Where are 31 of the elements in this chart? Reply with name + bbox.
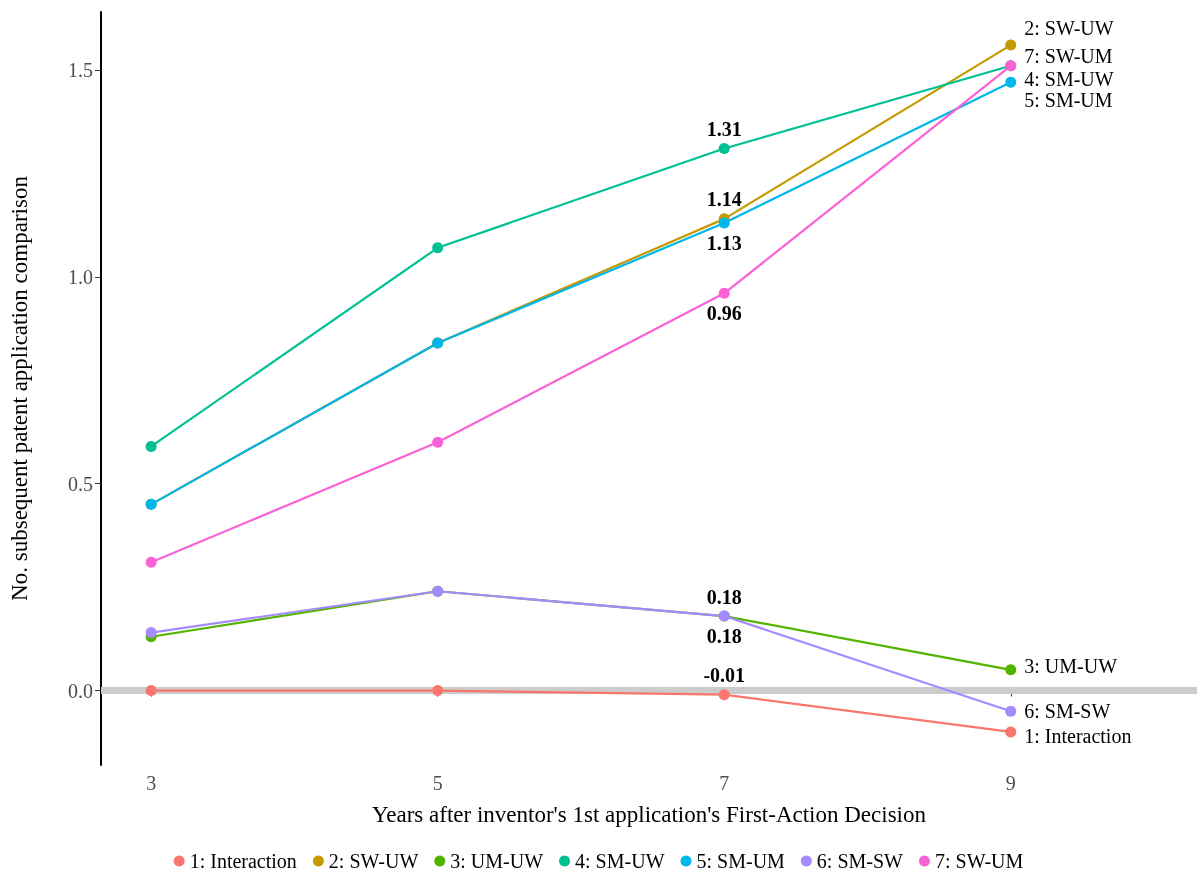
x-tick-label: 9: [1005, 772, 1016, 794]
data-label: 0.96: [706, 301, 742, 324]
y-tick-label: 0.0: [68, 679, 93, 702]
x-tick-label: 3: [146, 772, 157, 794]
data-label: 1.31: [706, 118, 742, 141]
text: 2: SW-UW: [1024, 17, 1114, 40]
legend-label: 3: UM-UW: [450, 850, 544, 872]
data-label: -0.01: [703, 664, 746, 687]
text: 4: SM-UW: [1024, 67, 1114, 90]
y-tick-label: 1.5: [68, 58, 93, 81]
data-label: 1.13: [706, 231, 742, 254]
x-tick-label: 7: [719, 772, 730, 794]
text: 7: SW-UM: [1024, 44, 1113, 67]
y-tick-label: 1.0: [68, 265, 93, 288]
data-label: 0.18: [706, 585, 742, 608]
text: 5: SM-UM: [1024, 89, 1113, 112]
y-tick-label: 0.5: [68, 472, 93, 495]
x-axis-title: Years after inventor's 1st application's First-Action Decision: [371, 802, 927, 827]
legend-label: 2: SW-UW: [328, 850, 419, 872]
x-tick-label: 5: [432, 772, 443, 794]
legend-label: 5: SM-UM: [696, 850, 786, 872]
text: 3: UM-UW: [1024, 654, 1118, 677]
legend-label: 4: SM-UW: [575, 850, 665, 872]
y-axis-title: No. subsequent patent application comparison: [7, 175, 32, 601]
text: 6: SM-SW: [1024, 700, 1111, 723]
data-label: 1.14: [706, 188, 742, 211]
legend-label: 1: Interaction: [189, 850, 297, 872]
legend-label: 6: SM-SW: [816, 850, 904, 872]
data-label: 0.18: [706, 624, 742, 647]
text: 1: Interaction: [1024, 724, 1132, 747]
legend-label: 7: SW-UM: [934, 850, 1024, 872]
